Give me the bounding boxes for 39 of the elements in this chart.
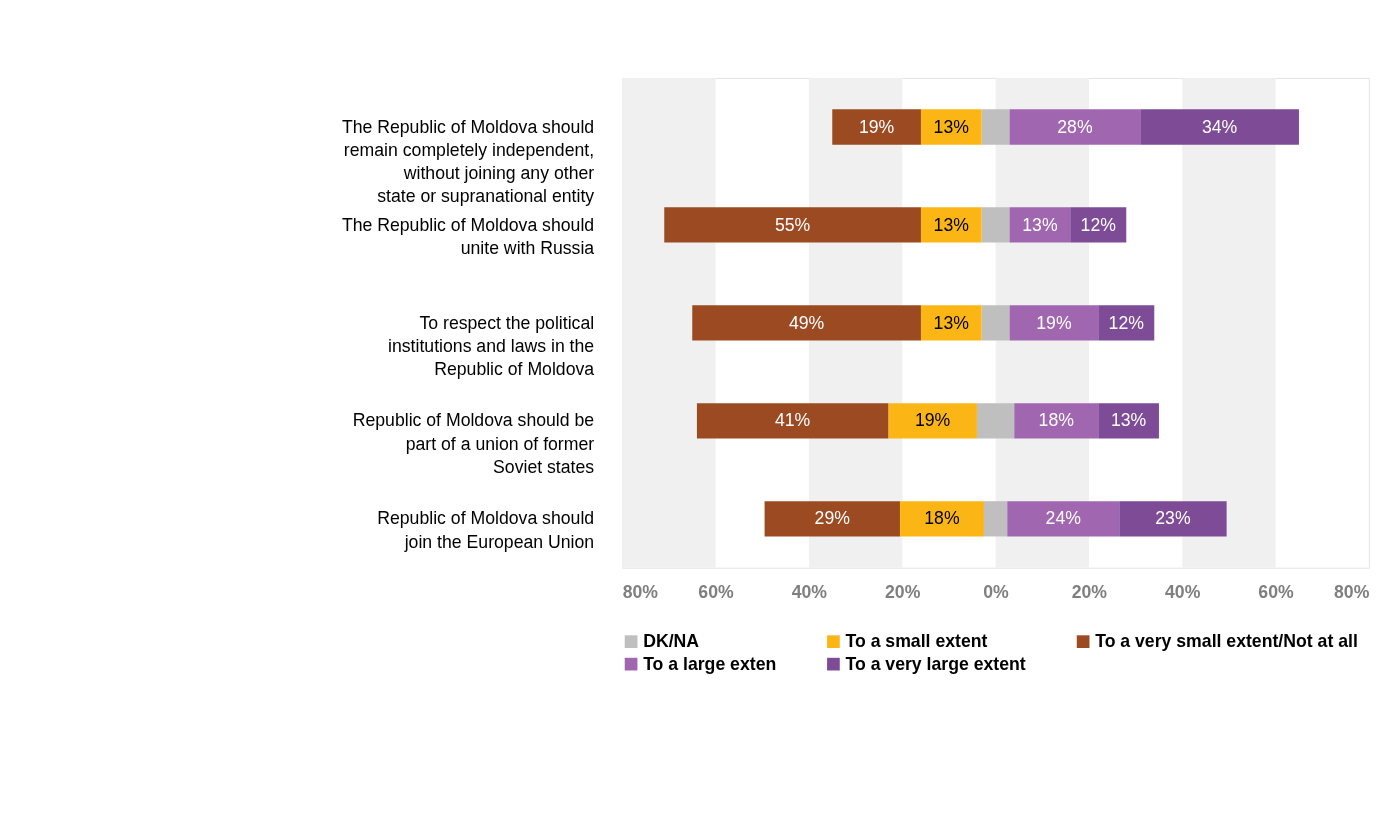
data-label: 12% [1080, 214, 1117, 235]
data-label: 41% [774, 410, 811, 431]
data-label: 18% [924, 508, 960, 529]
x-tick-label: 20% [885, 581, 921, 602]
data-label: 13% [933, 312, 970, 333]
legend-label: DK/NA [643, 631, 700, 652]
x-tick-label: 0% [983, 581, 1010, 602]
data-label: 19% [1036, 312, 1072, 333]
data-label: 13% [1110, 410, 1147, 431]
data-label: 29% [814, 508, 851, 529]
y-tick-label: The Republic of Moldova should remain completely independent, without joining any other state or supranational entity [341, 116, 595, 207]
data-label: 49% [788, 312, 825, 333]
y-tick-label: To respect the political institutions and laws in the Republic of Moldova [388, 312, 595, 380]
x-tick-label: 60% [698, 581, 734, 602]
data-label: 13% [933, 116, 970, 137]
x-tick-label: 40% [791, 581, 828, 602]
y-tick-label: Republic of Moldova should join the European Union [377, 508, 595, 552]
data-label: 23% [1155, 508, 1191, 529]
data-label: 55% [774, 214, 811, 235]
x-tick-label: 20% [1071, 581, 1108, 602]
y-tick-label: The Republic of Moldova should unite with Russia [341, 214, 595, 258]
data-label: 13% [1022, 214, 1058, 235]
x-tick-label: 80% [1334, 581, 1370, 602]
legend-label: To a very small extent/Not at all [1095, 631, 1358, 652]
data-label: 28% [1057, 116, 1093, 137]
data-label: 18% [1038, 410, 1075, 431]
legend-label: To a very large extent [845, 653, 1026, 674]
data-label: 12% [1108, 312, 1145, 333]
data-label: 34% [1201, 116, 1238, 137]
legend-label: To a large exten [643, 653, 777, 674]
x-tick-label: 40% [1165, 581, 1201, 602]
data-label: 19% [914, 410, 951, 431]
data-label: 19% [858, 116, 895, 137]
x-tick-label: 80% [622, 581, 659, 602]
legend-label: To a small extent [845, 631, 988, 652]
y-tick-label: Republic of Moldova should be part of a union of former Soviet states [352, 410, 595, 478]
x-tick-label: 60% [1258, 581, 1294, 602]
data-label: 13% [933, 214, 970, 235]
data-label: 24% [1045, 508, 1082, 529]
